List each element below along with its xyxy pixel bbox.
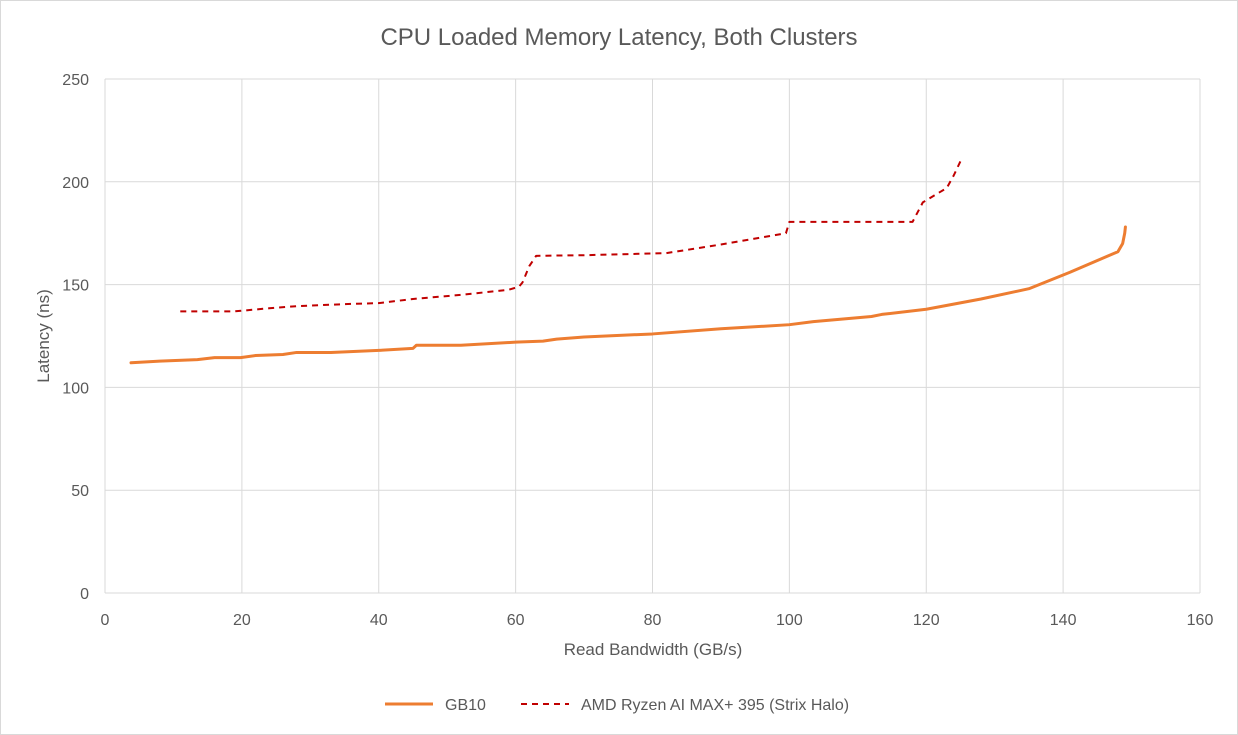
x-tick-label: 120 (913, 612, 940, 629)
y-tick-label: 200 (62, 175, 89, 192)
x-tick-label: 20 (233, 612, 251, 629)
y-tick-label: 50 (71, 483, 89, 500)
chart-title: CPU Loaded Memory Latency, Both Clusters (380, 24, 857, 51)
x-tick-label: 100 (776, 612, 803, 629)
series-line-strix-halo (180, 160, 962, 313)
x-tick-labels: 0 20 40 60 80 100 120 140 160 (101, 612, 1214, 629)
x-axis-label: Read Bandwidth (GB/s) (564, 640, 743, 659)
y-axis-label: Latency (ns) (34, 289, 53, 383)
x-gridlines (104, 79, 1201, 593)
y-gridlines (105, 78, 1200, 594)
series-layer (129, 160, 1127, 365)
y-tick-label: 100 (62, 380, 89, 397)
legend-label: GB10 (445, 697, 486, 714)
x-tick-label: 60 (507, 612, 525, 629)
y-tick-label: 250 (62, 72, 89, 89)
legend-label: AMD Ryzen AI MAX+ 395 (Strix Halo) (581, 697, 849, 714)
x-tick-label: 80 (644, 612, 662, 629)
x-tick-label: 0 (101, 612, 110, 629)
x-tick-label: 140 (1050, 612, 1077, 629)
y-tick-label: 0 (80, 586, 89, 603)
x-tick-label: 40 (370, 612, 388, 629)
legend: GB10 AMD Ryzen AI MAX+ 395 (Strix Halo) (385, 697, 849, 714)
y-tick-label: 150 (62, 278, 89, 295)
x-tick-label: 160 (1187, 612, 1214, 629)
y-tick-labels: 0 50 100 150 200 250 (62, 72, 89, 603)
series-line-gb10 (129, 225, 1127, 365)
